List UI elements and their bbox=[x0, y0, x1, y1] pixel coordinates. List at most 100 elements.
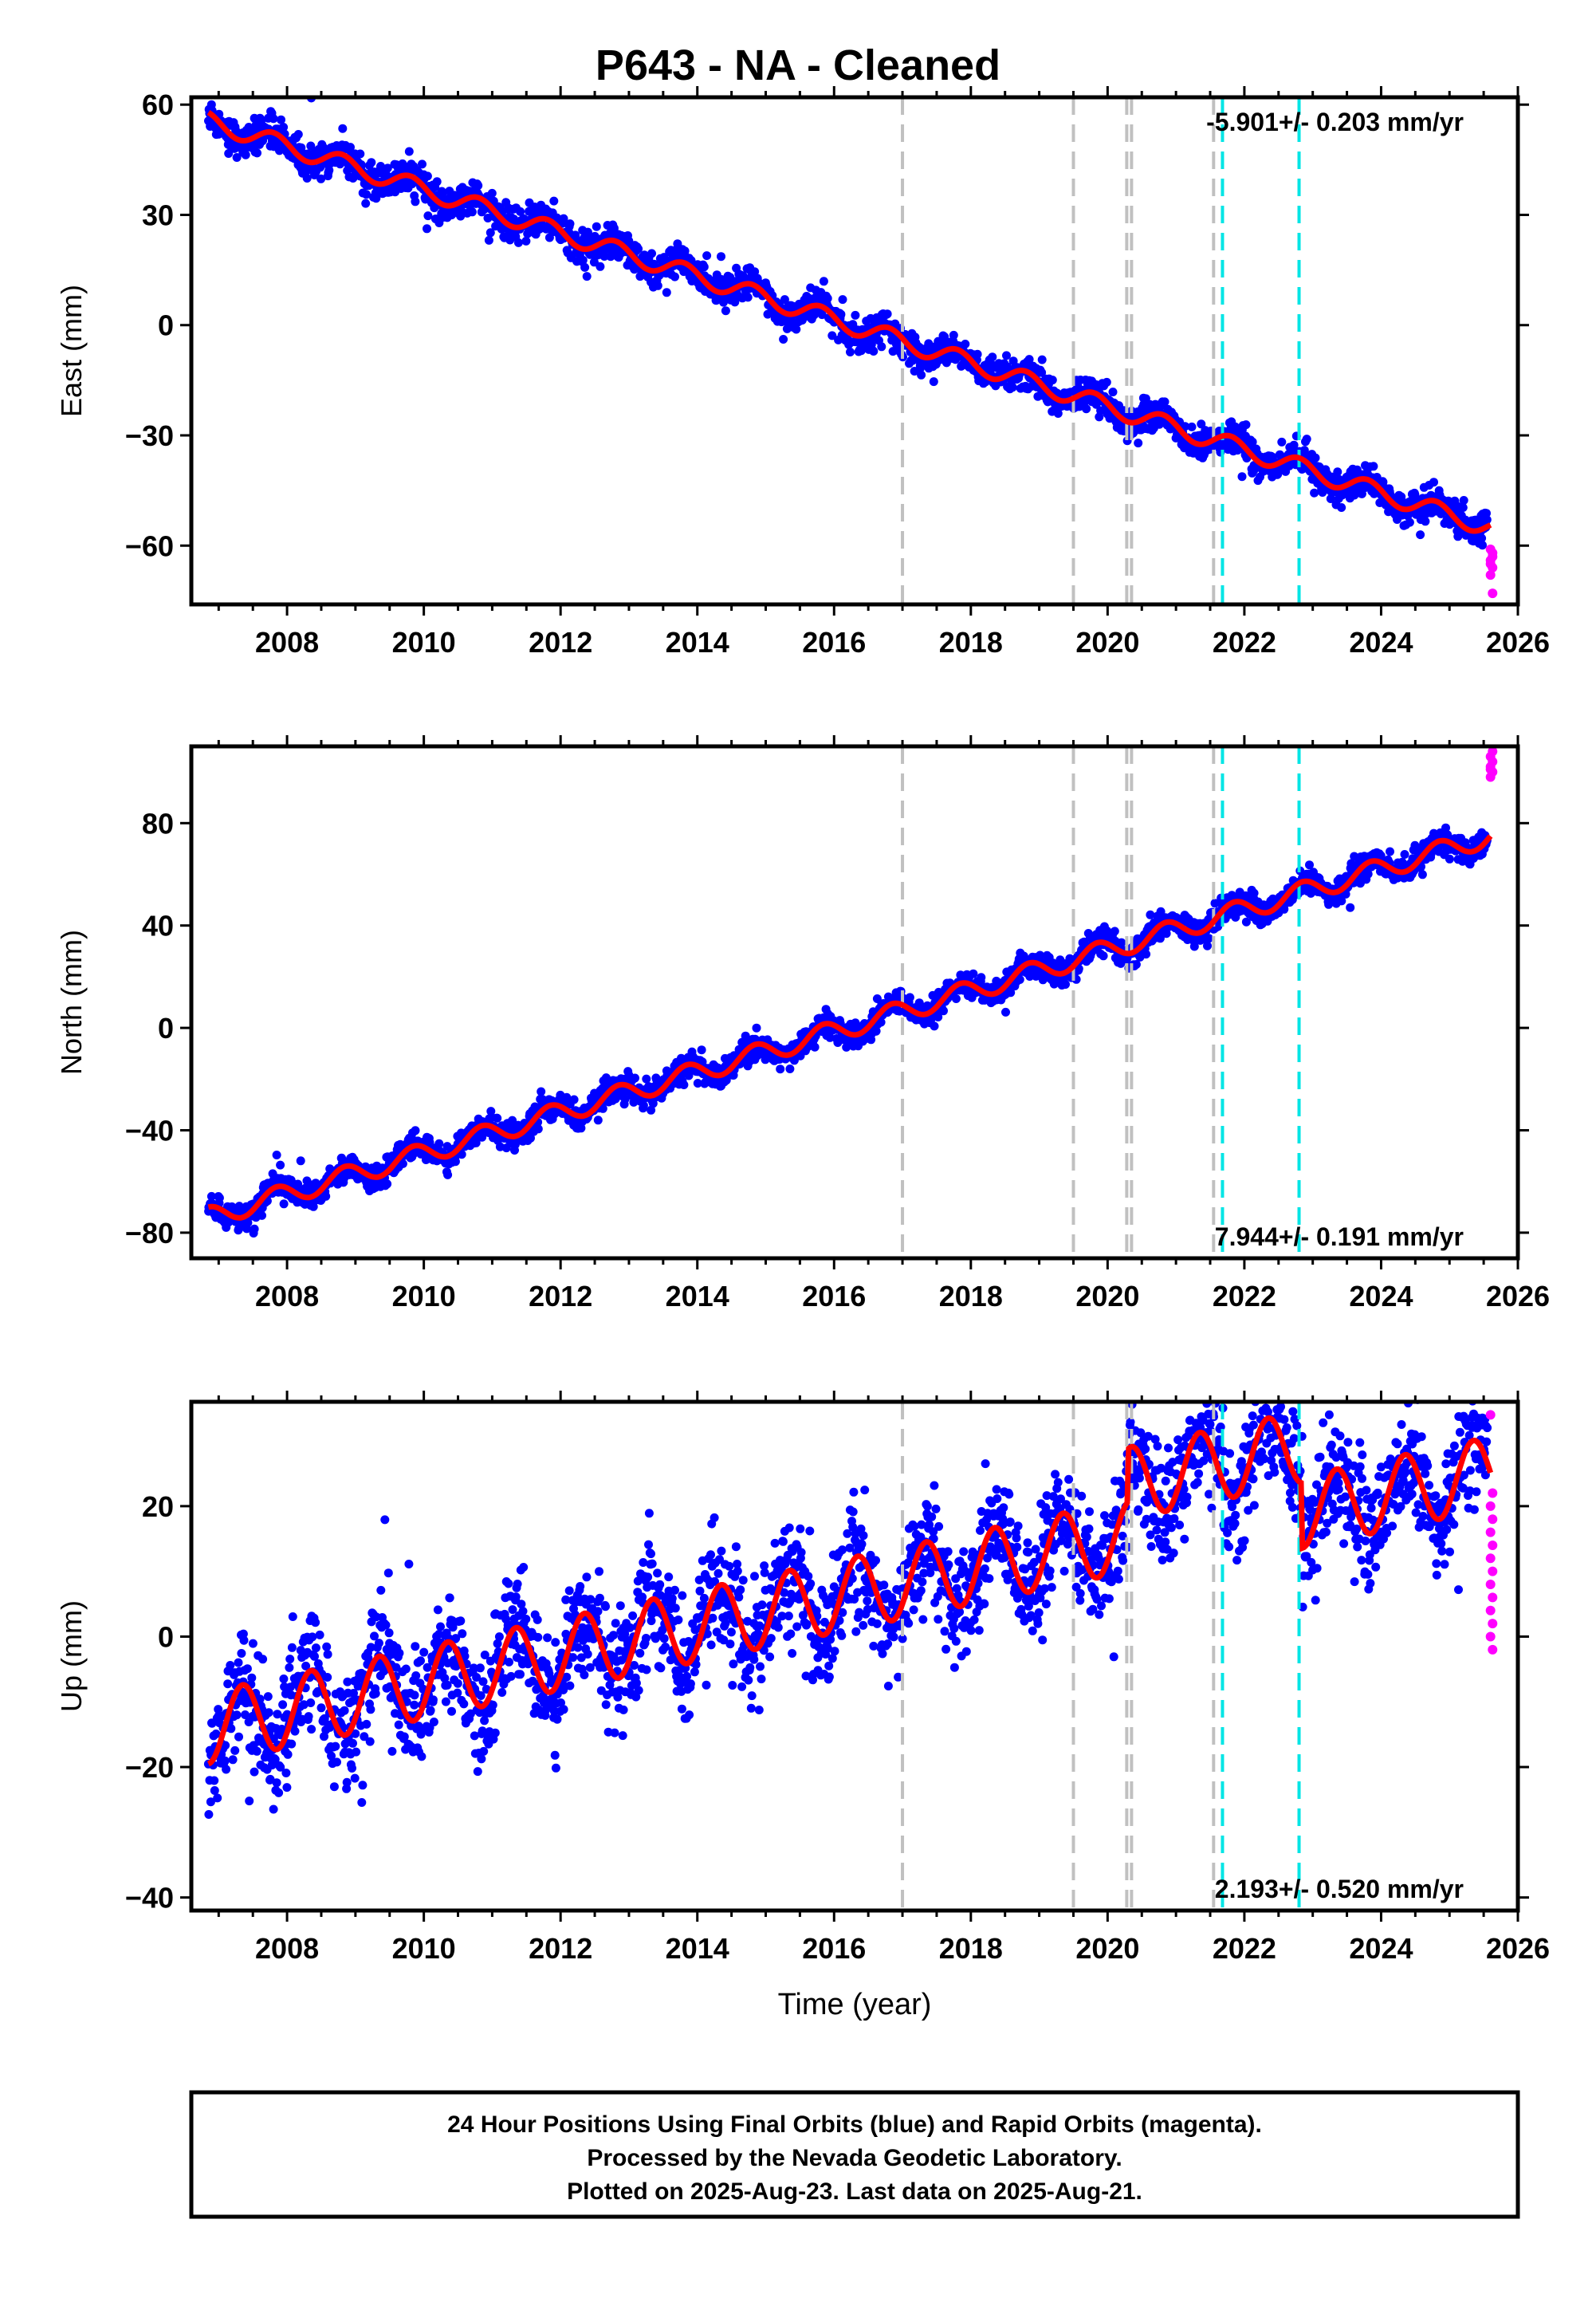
rapid-point bbox=[1488, 548, 1498, 558]
final-point bbox=[792, 325, 801, 334]
final-point bbox=[206, 1191, 216, 1201]
rapid-point bbox=[1485, 559, 1496, 569]
final-point bbox=[533, 1124, 543, 1134]
final-point bbox=[1189, 942, 1199, 951]
final-point bbox=[398, 1159, 407, 1168]
final-point bbox=[750, 267, 760, 277]
final-point bbox=[631, 1073, 639, 1083]
final-point bbox=[851, 310, 860, 320]
final-point bbox=[434, 1139, 444, 1148]
final-point bbox=[934, 1013, 943, 1021]
final-point bbox=[883, 309, 892, 319]
final-point bbox=[277, 115, 285, 124]
final-point bbox=[471, 1138, 481, 1147]
final-point bbox=[537, 1087, 546, 1096]
final-point bbox=[871, 1026, 881, 1036]
x-tick-label: 2018 bbox=[939, 626, 1003, 659]
final-point bbox=[1337, 896, 1346, 906]
final-point bbox=[977, 973, 986, 982]
final-point bbox=[243, 1218, 253, 1227]
final-point bbox=[719, 297, 728, 307]
final-point bbox=[559, 214, 568, 223]
final-point bbox=[362, 190, 371, 199]
final-point bbox=[346, 143, 355, 152]
final-point bbox=[467, 207, 477, 217]
final-point bbox=[250, 1224, 259, 1234]
final-point bbox=[1024, 355, 1034, 364]
final-point bbox=[930, 1021, 939, 1031]
final-point bbox=[1037, 368, 1047, 377]
final-point bbox=[521, 236, 531, 246]
final-point bbox=[272, 1151, 281, 1159]
final-point bbox=[1302, 435, 1311, 444]
final-point bbox=[232, 153, 242, 162]
final-point bbox=[1478, 541, 1487, 550]
velocity-rate-label: -5.901+/- 0.203 mm/yr bbox=[1206, 108, 1464, 136]
final-point bbox=[869, 347, 879, 356]
final-point bbox=[1082, 404, 1091, 414]
final-point bbox=[741, 1031, 750, 1041]
final-point bbox=[484, 235, 493, 245]
final-point bbox=[279, 1199, 289, 1209]
final-point bbox=[432, 177, 442, 187]
final-point bbox=[823, 293, 832, 303]
final-point bbox=[1048, 376, 1057, 385]
final-point bbox=[598, 1104, 607, 1113]
final-point bbox=[752, 1023, 761, 1033]
final-point bbox=[516, 207, 525, 216]
final-point bbox=[780, 295, 789, 305]
final-point bbox=[1102, 377, 1111, 387]
rapid-point bbox=[1488, 746, 1498, 757]
final-point bbox=[1248, 437, 1257, 447]
final-point bbox=[662, 288, 671, 297]
final-point bbox=[253, 148, 261, 158]
model-fit-curve bbox=[206, 110, 1492, 534]
final-point bbox=[1369, 462, 1378, 471]
final-point bbox=[653, 281, 662, 290]
final-point bbox=[423, 224, 431, 234]
x-tick-label: 2012 bbox=[529, 626, 592, 659]
final-point bbox=[917, 370, 926, 380]
final-point bbox=[1405, 518, 1414, 527]
final-point bbox=[647, 249, 656, 258]
final-point bbox=[1458, 503, 1468, 512]
final-point bbox=[817, 310, 827, 320]
final-point bbox=[383, 1179, 392, 1189]
final-point bbox=[905, 993, 914, 1002]
final-point bbox=[609, 223, 619, 233]
final-point bbox=[1203, 941, 1212, 950]
final-point bbox=[1001, 1007, 1010, 1017]
rapid-point bbox=[1485, 764, 1496, 774]
final-point bbox=[836, 309, 846, 319]
final-point bbox=[1299, 446, 1309, 455]
final-point bbox=[411, 197, 420, 207]
final-point bbox=[302, 174, 312, 183]
final-point bbox=[1053, 409, 1063, 418]
final-point bbox=[785, 1065, 795, 1073]
final-point bbox=[367, 158, 376, 167]
final-point bbox=[810, 1042, 820, 1052]
final-point bbox=[1337, 503, 1346, 512]
final-point bbox=[1477, 533, 1487, 543]
final-point bbox=[1482, 515, 1492, 525]
rapid-point bbox=[1485, 570, 1496, 580]
final-point bbox=[1008, 383, 1017, 392]
x-tick-label: 2008 bbox=[255, 626, 319, 659]
final-point bbox=[1156, 907, 1166, 916]
final-point bbox=[1146, 910, 1155, 919]
plot-frame bbox=[189, 744, 1520, 1261]
final-point bbox=[383, 163, 392, 173]
final-point bbox=[827, 331, 837, 340]
final-point bbox=[951, 994, 961, 1003]
final-point bbox=[1108, 388, 1118, 397]
final-point bbox=[487, 188, 497, 198]
final-point bbox=[214, 1193, 224, 1202]
final-point bbox=[939, 1006, 948, 1016]
final-point bbox=[580, 262, 590, 272]
final-point bbox=[276, 1160, 285, 1170]
final-point bbox=[1015, 975, 1024, 984]
final-point bbox=[1429, 478, 1438, 487]
final-point bbox=[949, 330, 958, 340]
final-point bbox=[356, 149, 365, 159]
final-point bbox=[1441, 823, 1450, 832]
